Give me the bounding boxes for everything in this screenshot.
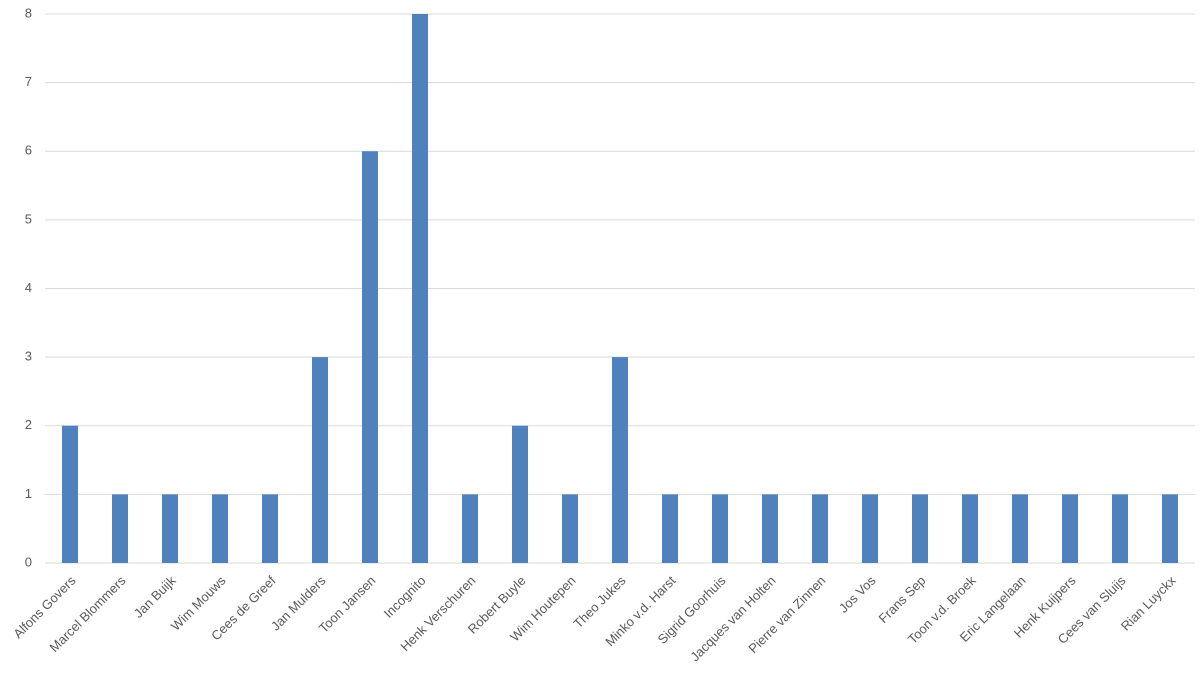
bar [662, 494, 678, 563]
x-tick-label: Jacques van Holten [687, 573, 778, 664]
bar [112, 494, 128, 563]
bar [412, 14, 428, 563]
bar [912, 494, 928, 563]
bar [462, 494, 478, 563]
bar [1162, 494, 1178, 563]
bar [862, 494, 878, 563]
bar [962, 494, 978, 563]
y-tick-label: 8 [25, 5, 32, 20]
y-tick-label: 1 [25, 486, 32, 501]
bar [362, 151, 378, 563]
bar [812, 494, 828, 563]
bar [1112, 494, 1128, 563]
x-tick-label: Rian Luyckx [1118, 573, 1179, 634]
x-tick-label: Jos Vos [836, 573, 879, 616]
bar [762, 494, 778, 563]
bar [212, 494, 228, 563]
bar [162, 494, 178, 563]
x-tick-label: Incognito [381, 573, 429, 621]
bar [1012, 494, 1028, 563]
bar [612, 357, 628, 563]
bar [712, 494, 728, 563]
y-tick-label: 2 [25, 417, 32, 432]
x-tick-label: Jan Buijk [131, 573, 179, 621]
y-tick-label: 3 [25, 349, 32, 364]
y-tick-label: 6 [25, 143, 32, 158]
y-tick-label: 0 [25, 554, 32, 569]
bar [312, 357, 328, 563]
bar [562, 494, 578, 563]
y-tick-label: 5 [25, 211, 32, 226]
y-tick-label: 7 [25, 74, 32, 89]
bar [1062, 494, 1078, 563]
x-tick-label: Frans Sep [876, 573, 929, 626]
bar [512, 425, 528, 563]
bar [262, 494, 278, 563]
bar [62, 425, 78, 563]
y-tick-label: 4 [25, 280, 32, 295]
